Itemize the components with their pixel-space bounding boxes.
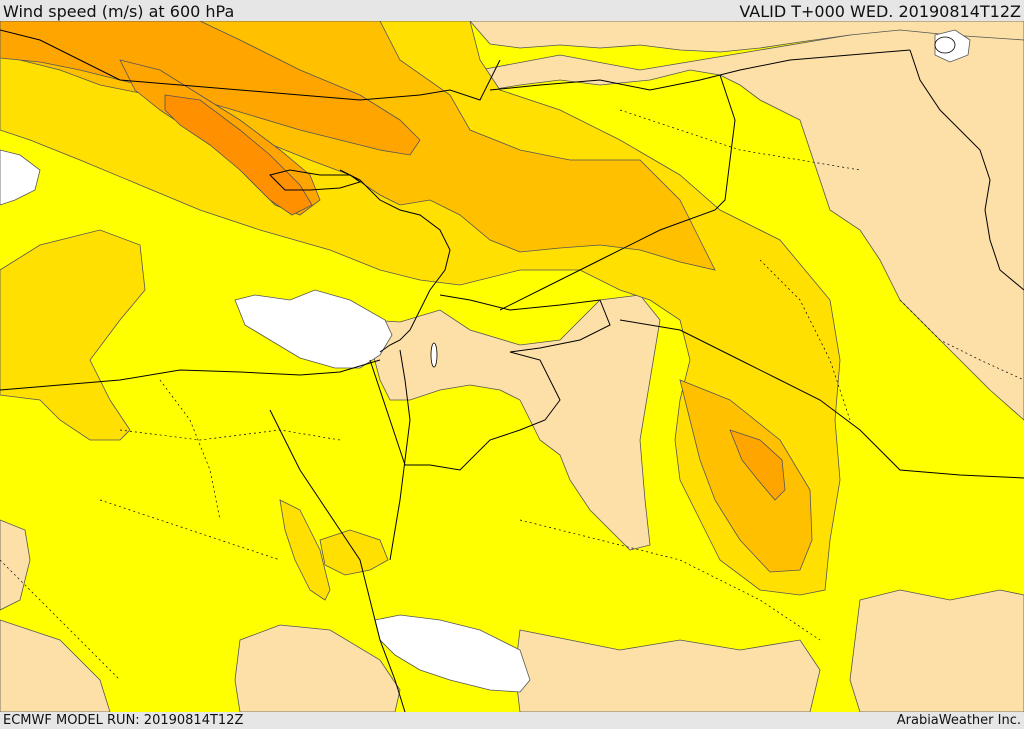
peach-bottom-left-corner [0, 619, 111, 712]
white-south-calm [374, 614, 531, 693]
levant-coast [339, 169, 451, 353]
map-title: Wind speed (m/s) at 600 hPa [3, 2, 235, 21]
white-west-calm [0, 149, 41, 206]
iran-border [909, 49, 1024, 291]
peach-south-patch [849, 589, 1024, 712]
dotted-border-3 [619, 109, 861, 171]
low-wind-zones [0, 21, 1024, 712]
light-gold-west-blob [0, 229, 146, 441]
jordan-border [439, 294, 611, 353]
egypt-north-coast [0, 359, 381, 391]
orange-east-core [729, 429, 786, 501]
gold-east-plume [679, 379, 813, 573]
dark-orange-core [164, 94, 313, 216]
dotted-border-4 [759, 259, 851, 421]
coastlines [0, 29, 501, 712]
sinai-gulf-east [389, 349, 411, 561]
cyprus-outline [269, 169, 362, 191]
light-gold-red-sea-strip [279, 499, 331, 601]
white-med-calm [234, 289, 393, 369]
light-gold-sinai [319, 529, 389, 576]
credit: ArabiaWeather Inc. [896, 713, 1021, 728]
dotted-border-6 [0, 559, 121, 681]
model-run: ECMWF MODEL RUN: 20190814T12Z [3, 713, 244, 728]
dotted-border-7 [899, 299, 1024, 381]
wind-speed-map [0, 21, 1024, 712]
calm-zones [0, 29, 971, 693]
aegean-turkey-coast [0, 29, 501, 101]
dotted-border-8 [159, 379, 221, 521]
country-borders [369, 49, 1024, 479]
sinai-gulf-west [269, 409, 406, 712]
peach-east-plateau [479, 24, 1024, 421]
dotted-border-5 [99, 499, 281, 561]
max-wind-zones [164, 94, 313, 216]
peach-west-edge [0, 519, 31, 611]
lakes [430, 36, 956, 368]
jordan-saudi-border [405, 351, 561, 471]
peach-sw-patch [234, 624, 401, 712]
province-borders [0, 109, 1024, 681]
egypt-israel-border [369, 359, 406, 466]
map-canvas [0, 21, 1024, 712]
header-bar: Wind speed (m/s) at 600 hPa VALID T+000 … [0, 0, 1024, 21]
dotted-border-1 [119, 429, 341, 441]
iraq-saudi-border [619, 319, 1024, 479]
peach-levant [369, 294, 661, 551]
turkey-syria-border [489, 49, 911, 91]
peach-north-top [469, 21, 1024, 53]
peach-arabia-south [514, 629, 821, 712]
syria-iraq-border [499, 74, 736, 311]
footer-bar: ECMWF MODEL RUN: 20190814T12Z ArabiaWeat… [0, 712, 1024, 729]
valid-time: VALID T+000 WED. 20190814T12Z [739, 2, 1021, 21]
dead-sea [430, 342, 438, 368]
lake-van [934, 36, 956, 54]
